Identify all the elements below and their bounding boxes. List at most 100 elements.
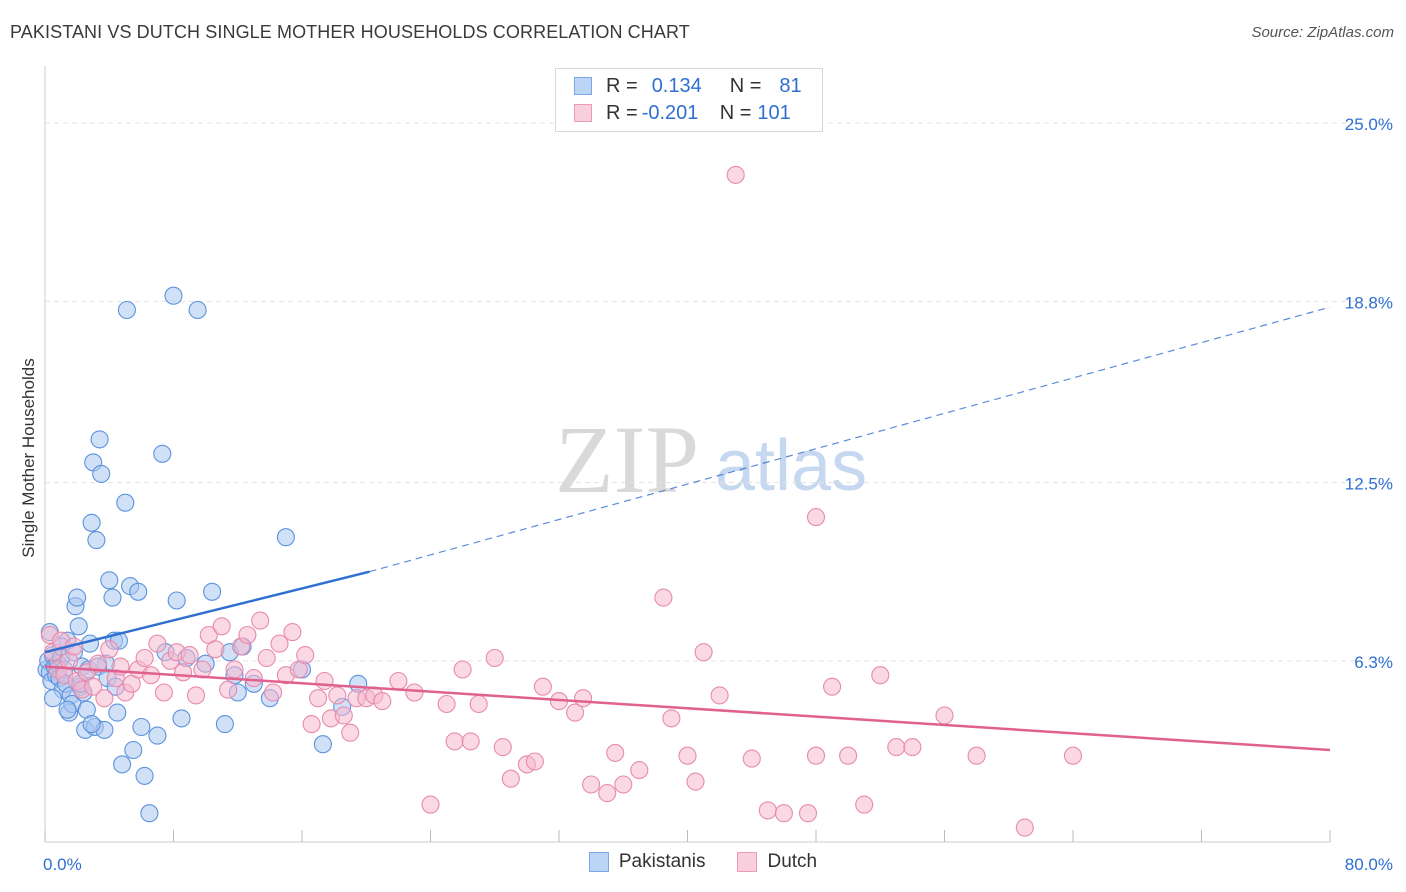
pakistanis-point — [153, 444, 172, 463]
dutch-point — [493, 738, 512, 757]
pakistanis-point — [82, 715, 101, 734]
legend-r-value: -0.201 — [641, 101, 699, 124]
pakistanis-point — [92, 464, 111, 483]
y-tick-label: 18.8% — [1345, 293, 1393, 312]
dutch-point — [871, 666, 890, 685]
pakistanis-point — [113, 755, 132, 774]
pakistanis-point — [87, 531, 106, 550]
dutch-point — [206, 640, 225, 659]
pakistanis-point — [124, 740, 143, 760]
dutch-point — [525, 752, 544, 771]
y-tick-label: 6.3% — [1354, 653, 1393, 672]
pakistanis-point — [172, 709, 191, 728]
dutch-point — [686, 772, 705, 791]
y-tick-label: 12.5% — [1345, 475, 1393, 494]
dutch-point — [1015, 818, 1034, 837]
pakistanis-point — [167, 591, 186, 610]
pakistanis-point — [58, 700, 77, 719]
dutch-point — [694, 643, 713, 662]
dutch-point — [887, 738, 906, 757]
pakistanis-point — [103, 588, 122, 607]
y-tick-label: 25.0% — [1345, 115, 1393, 134]
correlation-legend: R = 0.134 N = 81 R = -0.201 N = 101 — [555, 68, 823, 132]
dutch-point — [141, 666, 161, 685]
dutch-point — [186, 686, 206, 705]
dutch-point — [839, 746, 858, 765]
x-tick-label-max: 80.0% — [1345, 855, 1393, 874]
dutch-point — [270, 634, 289, 653]
dutch-point — [453, 660, 472, 679]
dutch-point — [469, 694, 488, 714]
pakistanis-point — [108, 703, 127, 722]
pakistanis-point — [203, 582, 222, 601]
dutch-point — [283, 623, 302, 642]
dutch-point — [257, 648, 276, 668]
dutch-point — [421, 795, 440, 814]
pakistanis-point — [68, 588, 87, 607]
dutch-point — [662, 709, 681, 728]
watermark-atlas: atlas — [715, 426, 867, 506]
dutch-point — [174, 663, 193, 682]
dutch-point — [806, 746, 826, 765]
dutch-point — [574, 689, 593, 708]
pakistanis-point — [215, 715, 234, 734]
dutch-point — [219, 680, 238, 699]
source-label: Source: ZipAtlas.com — [1251, 24, 1394, 41]
dutch-point — [774, 804, 793, 823]
dutch-point — [606, 743, 625, 762]
pakistanis-point — [82, 513, 101, 532]
series-legend-pakistanis: Pakistanis — [588, 851, 705, 873]
series-legend: Pakistanis Dutch — [0, 851, 1406, 873]
pakistanis-point — [100, 571, 119, 590]
dutch-point — [373, 692, 392, 711]
pakistanis-point — [117, 300, 136, 320]
dutch-point — [296, 646, 315, 665]
dutch-point — [614, 775, 633, 794]
watermark-zip: ZIP — [555, 406, 699, 513]
dutch-point — [302, 715, 321, 734]
dutch-point — [598, 784, 617, 803]
series-label: Dutch — [767, 851, 818, 872]
dutch-point — [742, 749, 761, 768]
pakistanis-point — [135, 766, 154, 785]
legend-r-label: R = — [606, 74, 638, 97]
x-tick-label-min: 0.0% — [43, 855, 82, 874]
dutch-point — [315, 671, 334, 691]
legend-row-pakistanis: R = 0.134 N = 81 — [574, 73, 802, 99]
pakistanis-point — [164, 286, 183, 305]
dutch-point — [461, 732, 480, 751]
legend-n-label: N = — [729, 74, 762, 97]
pakistanis-point — [129, 582, 148, 601]
dutch-point — [855, 795, 874, 814]
dutch-point — [903, 738, 922, 757]
dutch-point — [806, 508, 826, 527]
dutch-point — [485, 648, 504, 668]
dutch-point — [445, 732, 464, 751]
dutch-point — [154, 683, 173, 702]
dutch-point — [967, 746, 986, 765]
dutch-point — [566, 703, 585, 722]
dutch-point — [726, 165, 745, 184]
pakistanis-point — [188, 300, 207, 320]
series-swatch-blue — [588, 852, 609, 872]
pakistanis-point — [313, 735, 332, 754]
dutch-point — [798, 804, 818, 823]
dutch-point — [251, 611, 270, 630]
series-swatch-pink — [737, 852, 758, 872]
pakistanis-point — [90, 430, 109, 449]
dutch-point — [84, 677, 103, 696]
legend-r-label: R = — [606, 101, 638, 124]
dutch-trend-line — [44, 665, 1331, 752]
y-axis-label: Single Mother Households — [19, 358, 38, 557]
dutch-point — [225, 660, 244, 679]
dutch-point — [823, 677, 842, 696]
legend-swatch-blue — [574, 77, 592, 95]
dutch-point — [135, 648, 154, 668]
pakistanis-point — [43, 689, 63, 708]
dutch-point — [437, 694, 456, 714]
dutch-point — [654, 588, 673, 607]
pakistanis-point — [148, 726, 167, 745]
dutch-point — [328, 686, 347, 705]
dutch-point — [238, 625, 257, 645]
dutch-point — [334, 706, 353, 725]
